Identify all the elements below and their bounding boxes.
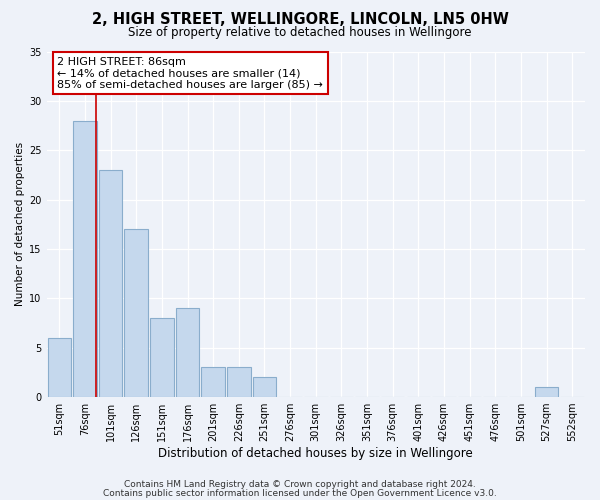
Bar — [73, 120, 97, 397]
Bar — [253, 378, 276, 397]
Text: Contains public sector information licensed under the Open Government Licence v3: Contains public sector information licen… — [103, 488, 497, 498]
Y-axis label: Number of detached properties: Number of detached properties — [15, 142, 25, 306]
Bar — [124, 229, 148, 397]
Bar — [150, 318, 174, 397]
Text: 2 HIGH STREET: 86sqm
← 14% of detached houses are smaller (14)
85% of semi-detac: 2 HIGH STREET: 86sqm ← 14% of detached h… — [57, 56, 323, 90]
Text: Contains HM Land Registry data © Crown copyright and database right 2024.: Contains HM Land Registry data © Crown c… — [124, 480, 476, 489]
Bar — [535, 387, 559, 397]
Bar — [176, 308, 199, 397]
X-axis label: Distribution of detached houses by size in Wellingore: Distribution of detached houses by size … — [158, 447, 473, 460]
Text: 2, HIGH STREET, WELLINGORE, LINCOLN, LN5 0HW: 2, HIGH STREET, WELLINGORE, LINCOLN, LN5… — [92, 12, 508, 28]
Bar — [227, 368, 251, 397]
Bar — [202, 368, 225, 397]
Text: Size of property relative to detached houses in Wellingore: Size of property relative to detached ho… — [128, 26, 472, 39]
Bar — [99, 170, 122, 397]
Bar — [47, 338, 71, 397]
